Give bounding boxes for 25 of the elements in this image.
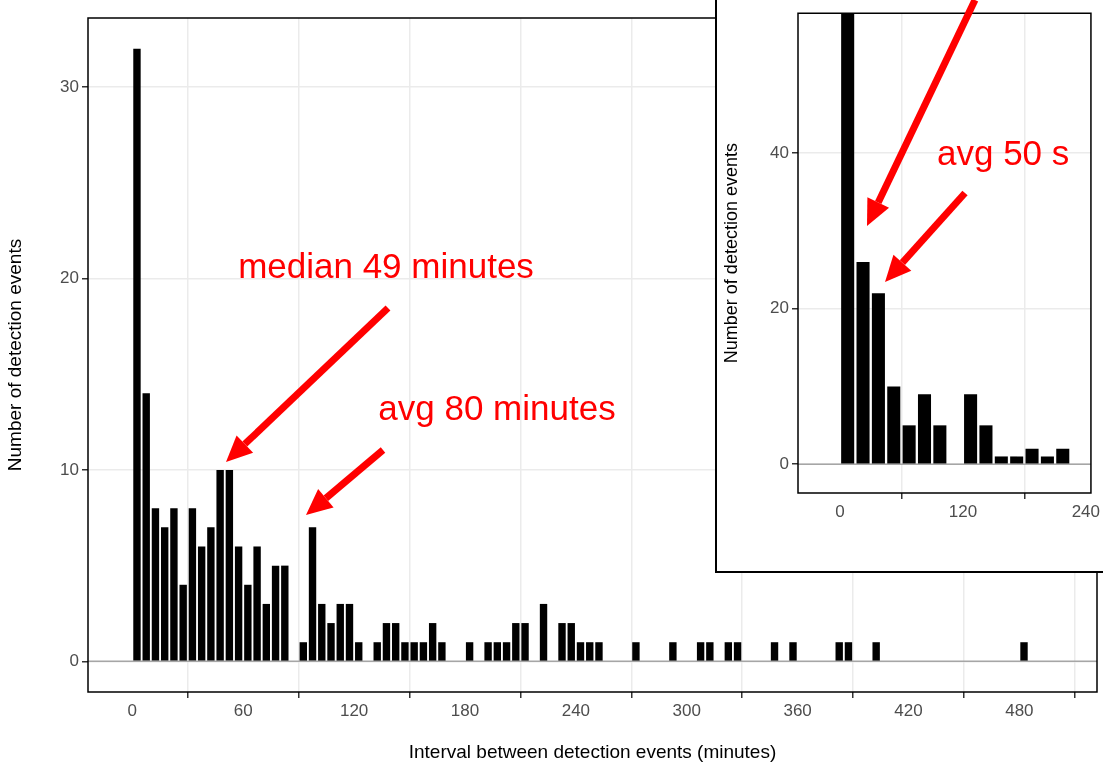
- y-tick-label: 20: [770, 298, 789, 318]
- x-tick-label: 240: [1071, 501, 1101, 521]
- y-tick-label: 30: [60, 76, 79, 96]
- y-tick-label: 40: [770, 142, 789, 162]
- annotation: median 49 minutes: [238, 245, 534, 285]
- x-tick-label: 180: [450, 700, 480, 720]
- y-axis-title: Number of detection events: [3, 238, 25, 472]
- x-tick-label: 60: [233, 700, 253, 720]
- x-tick-label: 240: [561, 700, 591, 720]
- x-tick-label: 0: [835, 501, 845, 521]
- x-tick-label: 120: [339, 700, 369, 720]
- annotation: avg 50 s: [937, 132, 1070, 172]
- x-tick-label: 360: [783, 700, 812, 720]
- y-tick-label: 20: [60, 268, 79, 288]
- y-tick-label: 0: [69, 651, 79, 671]
- x-axis-title: Interval between detection events (minutes): [408, 740, 777, 762]
- x-tick-label: 300: [672, 700, 701, 720]
- x-tick-label: 0: [127, 700, 138, 720]
- y-tick-label: 0: [779, 453, 789, 473]
- x-tick-label: 420: [894, 700, 923, 720]
- x-tick-label: 480: [1005, 700, 1034, 720]
- x-tick-label: 120: [948, 501, 978, 521]
- y-axis-title: Number of detection events: [720, 143, 741, 364]
- y-tick-label: 10: [60, 459, 79, 479]
- annotation: avg 80 minutes: [378, 387, 616, 427]
